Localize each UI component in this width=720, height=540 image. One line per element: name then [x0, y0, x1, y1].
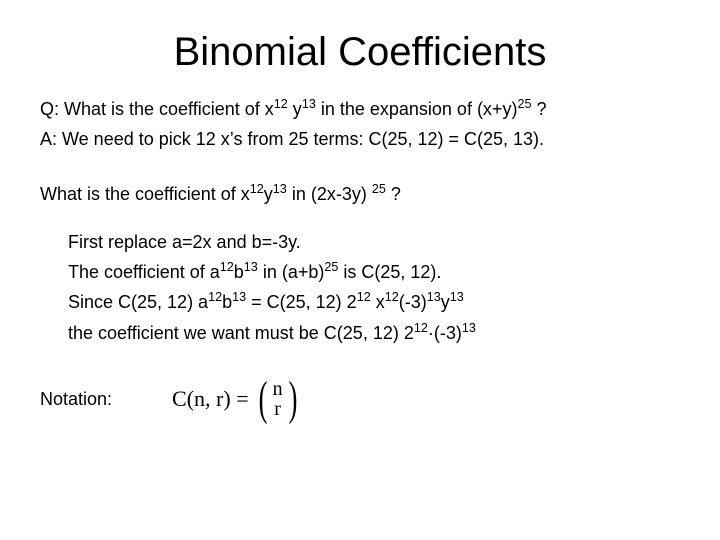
text: in (a+b) [258, 262, 325, 282]
text: y [288, 99, 302, 119]
slide-title: Binomial Coefficients [40, 30, 680, 75]
text: What is the coefficient of x [40, 184, 250, 204]
exp: 12 [357, 290, 371, 304]
text: Since C(25, 12) a [68, 292, 208, 312]
exp: 12 [385, 290, 399, 304]
text: ? [386, 184, 401, 204]
text: b [234, 262, 244, 282]
text: in the expansion of (x+y) [316, 99, 518, 119]
exp: 13 [273, 182, 287, 196]
binom-top: n [273, 379, 283, 399]
step-1: First replace a=2x and b=-3y. [68, 230, 680, 254]
text: ·(-3) [428, 323, 462, 343]
text: ? [531, 99, 546, 119]
notation-formula: C(n, r) = ( n r ) [172, 375, 301, 423]
exp: 12 [414, 321, 428, 335]
exp: 25 [517, 97, 531, 111]
text: The coefficient of a [68, 262, 220, 282]
question-2: What is the coefficient of x12y13 in (2x… [40, 182, 680, 206]
exp: 13 [450, 290, 464, 304]
text: y [264, 184, 273, 204]
binomial-column: n r [271, 379, 285, 419]
text: Q: What is the coefficient of x [40, 99, 274, 119]
exp: 12 [250, 182, 264, 196]
answer-1: A: We need to pick 12 x’s from 25 terms:… [40, 127, 680, 151]
text: is C(25, 12). [338, 262, 441, 282]
formula-lhs: C(n, r) = [172, 386, 249, 412]
exp: 25 [324, 260, 338, 274]
exp: 12 [220, 260, 234, 274]
lparen-icon: ( [258, 375, 267, 423]
step-3: Since C(25, 12) a12b13 = C(25, 12) 212 x… [68, 290, 680, 314]
text: (-3) [399, 292, 427, 312]
step-2: The coefficient of a12b13 in (a+b)25 is … [68, 260, 680, 284]
text: the coefficient we want must be C(25, 12… [68, 323, 414, 343]
text: y [441, 292, 450, 312]
text: = C(25, 12) 2 [246, 292, 357, 312]
text: in (2x-3y) [287, 184, 372, 204]
exp: 12 [274, 97, 288, 111]
rparen-icon: ) [288, 375, 297, 423]
notation-label: Notation: [40, 389, 112, 410]
binom-bottom: r [274, 399, 281, 419]
exp: 25 [372, 182, 386, 196]
text: b [222, 292, 232, 312]
text: x [371, 292, 385, 312]
exp: 13 [302, 97, 316, 111]
exp: 12 [208, 290, 222, 304]
slide: Binomial Coefficients Q: What is the coe… [0, 0, 720, 540]
exp: 13 [427, 290, 441, 304]
exp: 13 [244, 260, 258, 274]
question-1: Q: What is the coefficient of x12 y13 in… [40, 97, 680, 121]
step-4: the coefficient we want must be C(25, 12… [68, 321, 680, 345]
exp: 13 [462, 321, 476, 335]
exp: 13 [232, 290, 246, 304]
notation-row: Notation: C(n, r) = ( n r ) [40, 375, 680, 423]
